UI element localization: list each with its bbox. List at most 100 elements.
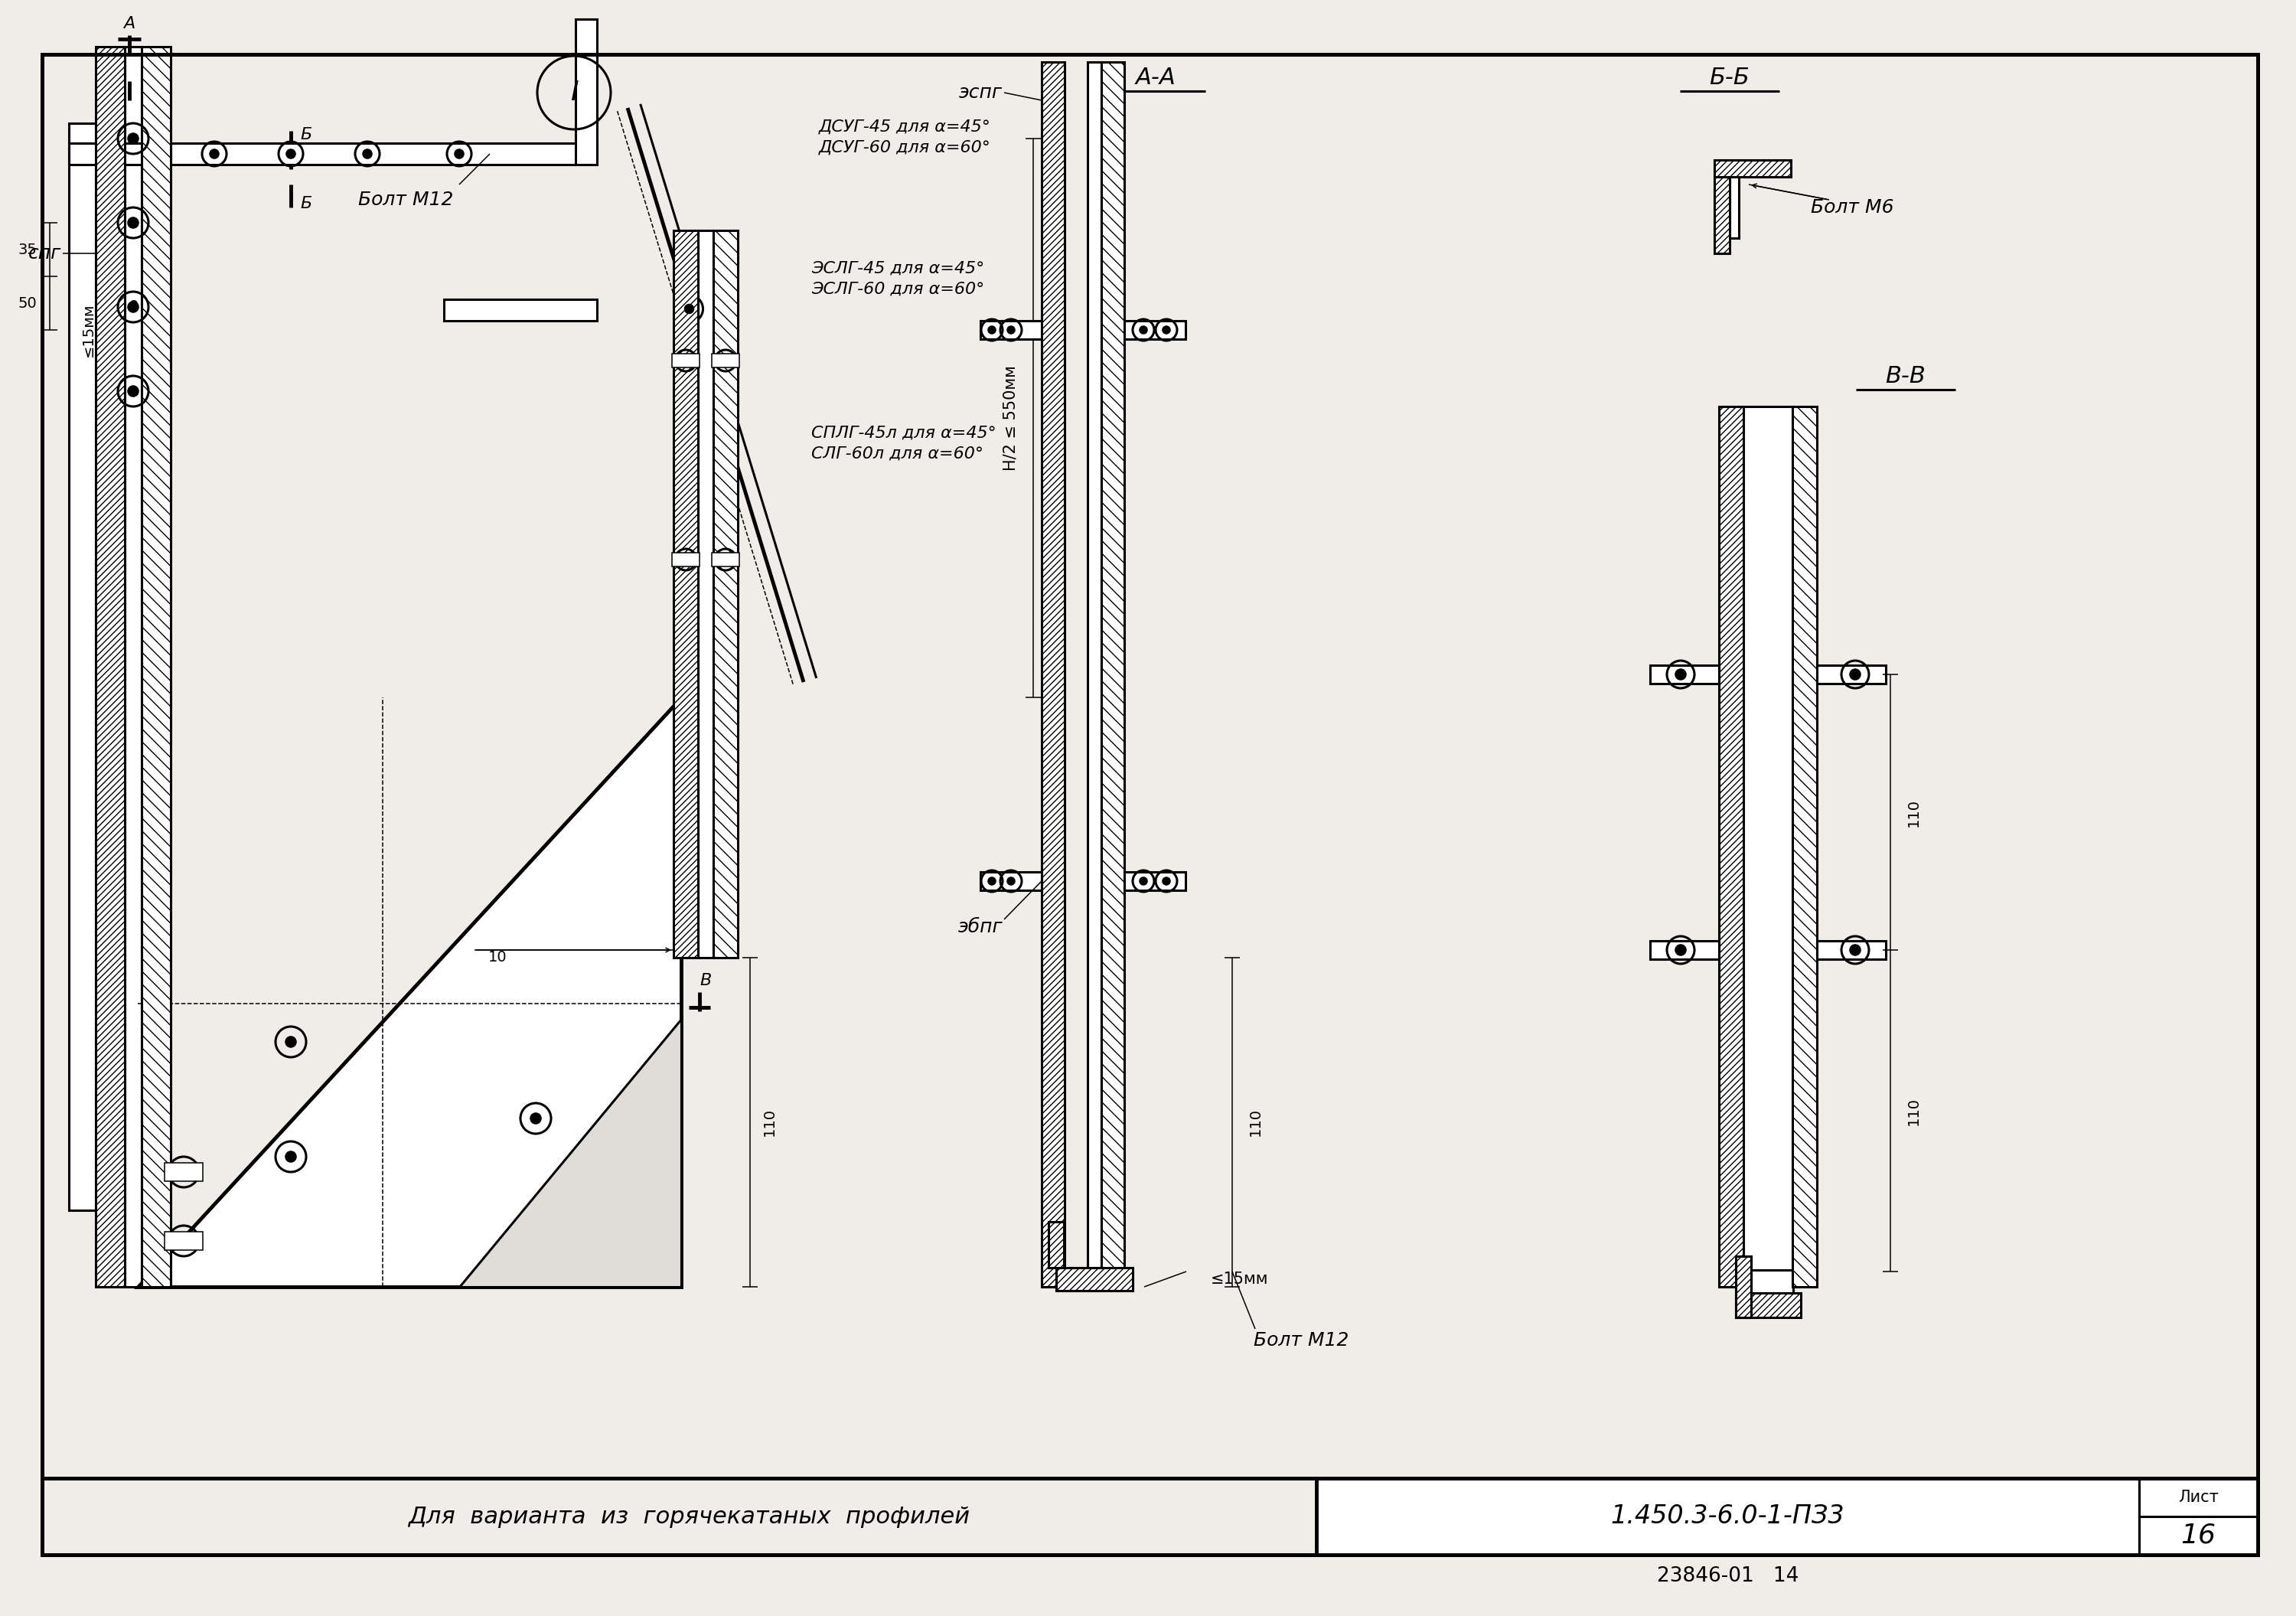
Text: ЭСЛГ-45 для α=45°: ЭСЛГ-45 для α=45° [810,262,985,276]
Text: эбпг: эбпг [957,918,1003,936]
Bar [443,299,597,320]
Bar [673,354,700,367]
Circle shape [1676,669,1685,680]
Text: Б: Б [301,196,312,212]
Circle shape [684,304,693,314]
Circle shape [987,877,996,886]
Bar [1102,61,1125,1286]
Bar [1715,162,1729,254]
Bar [1729,176,1738,238]
Text: Болт M12: Болт M12 [1254,1332,1348,1349]
Text: 110: 110 [1906,798,1919,826]
Circle shape [129,386,138,396]
Circle shape [287,149,296,158]
Circle shape [530,1113,542,1123]
Text: А: А [124,16,135,31]
Text: ≤15мм: ≤15мм [1210,1272,1270,1286]
Bar [1651,941,1720,960]
Text: H/2 ≤ 550мм: H/2 ≤ 550мм [1003,365,1017,470]
Circle shape [285,1151,296,1162]
Text: СЛГ-60л для α=60°: СЛГ-60л для α=60° [810,446,983,462]
Text: В: В [700,973,712,989]
Circle shape [1139,877,1148,886]
Text: 35: 35 [18,242,37,257]
Bar [1715,160,1791,176]
Text: Б-Б: Б-Б [1711,66,1750,89]
Circle shape [1162,326,1171,335]
Text: 1.450.3-6.0-1-ПЗ3: 1.450.3-6.0-1-ПЗ3 [1612,1504,1844,1529]
Circle shape [285,1036,296,1047]
Bar [69,144,170,165]
Text: ЭСЛГ-60 для α=60°: ЭСЛГ-60 для α=60° [810,281,985,297]
Bar [1793,407,1816,1286]
Text: ДСУГ-45 для α=45°: ДСУГ-45 для α=45° [820,120,992,134]
Circle shape [1851,945,1860,955]
Bar [576,19,597,165]
Text: СПЛГ-45л для α=45°: СПЛГ-45л для α=45° [810,425,996,441]
Circle shape [1008,877,1015,886]
Bar [1125,320,1185,339]
Bar [1736,1293,1800,1317]
Bar [698,231,714,958]
Circle shape [129,133,138,144]
Bar [1316,1479,2140,1555]
Bar [1720,407,1743,1286]
Bar [712,354,739,367]
Text: ≤15мм: ≤15мм [80,302,94,357]
Text: Для  варианта  из  горячекатаных  профилей: Для варианта из горячекатаных профилей [409,1506,969,1527]
Text: ДСУГ-60 для α=60°: ДСУГ-60 для α=60° [820,141,992,155]
Text: 50: 50 [18,296,37,310]
Circle shape [1162,877,1171,886]
Bar [96,47,124,1286]
Bar [165,1231,202,1251]
Text: 10: 10 [489,950,507,965]
Text: эспг: эспг [960,84,1003,102]
Text: I: I [569,79,579,105]
Bar [170,144,597,165]
Bar [1651,666,1720,684]
Bar [1736,1256,1752,1317]
Bar [1816,941,1885,960]
Bar [712,553,739,567]
Bar [1743,407,1793,1286]
Bar [673,553,700,567]
Bar [1736,1256,1752,1317]
Circle shape [1139,326,1148,335]
Polygon shape [459,1020,682,1286]
Text: Болт M6: Болт M6 [1812,199,1894,217]
Circle shape [1676,945,1685,955]
Bar [980,320,1042,339]
Text: Лист: Лист [2179,1490,2218,1504]
Text: Болт M12: Болт M12 [358,191,452,208]
Circle shape [363,149,372,158]
Bar [142,47,170,1286]
Text: 16: 16 [2181,1522,2216,1548]
Bar [980,873,1042,890]
Text: 110: 110 [1906,1097,1919,1125]
Text: Б: Б [301,128,312,142]
Bar [1049,1222,1063,1267]
Text: 110: 110 [1249,1109,1263,1136]
Circle shape [209,149,218,158]
Text: А-А: А-А [1137,66,1176,89]
Text: спг: спг [28,244,62,262]
Bar [1125,873,1185,890]
Bar [124,47,142,1286]
Bar [1743,1270,1793,1293]
Text: 110: 110 [762,1109,776,1136]
Bar [1042,61,1065,1286]
Polygon shape [138,698,682,1286]
Bar [1056,1267,1132,1291]
Bar [2140,1479,2257,1516]
Bar [165,1164,202,1181]
Circle shape [1008,326,1015,335]
Bar [2140,1516,2257,1555]
Circle shape [987,326,996,335]
Circle shape [129,302,138,312]
Bar [69,123,96,1210]
Bar [1088,61,1102,1286]
Bar [673,231,698,958]
Circle shape [455,149,464,158]
Text: 23846-01   14: 23846-01 14 [1658,1566,1798,1587]
Text: 9: 9 [129,299,138,314]
